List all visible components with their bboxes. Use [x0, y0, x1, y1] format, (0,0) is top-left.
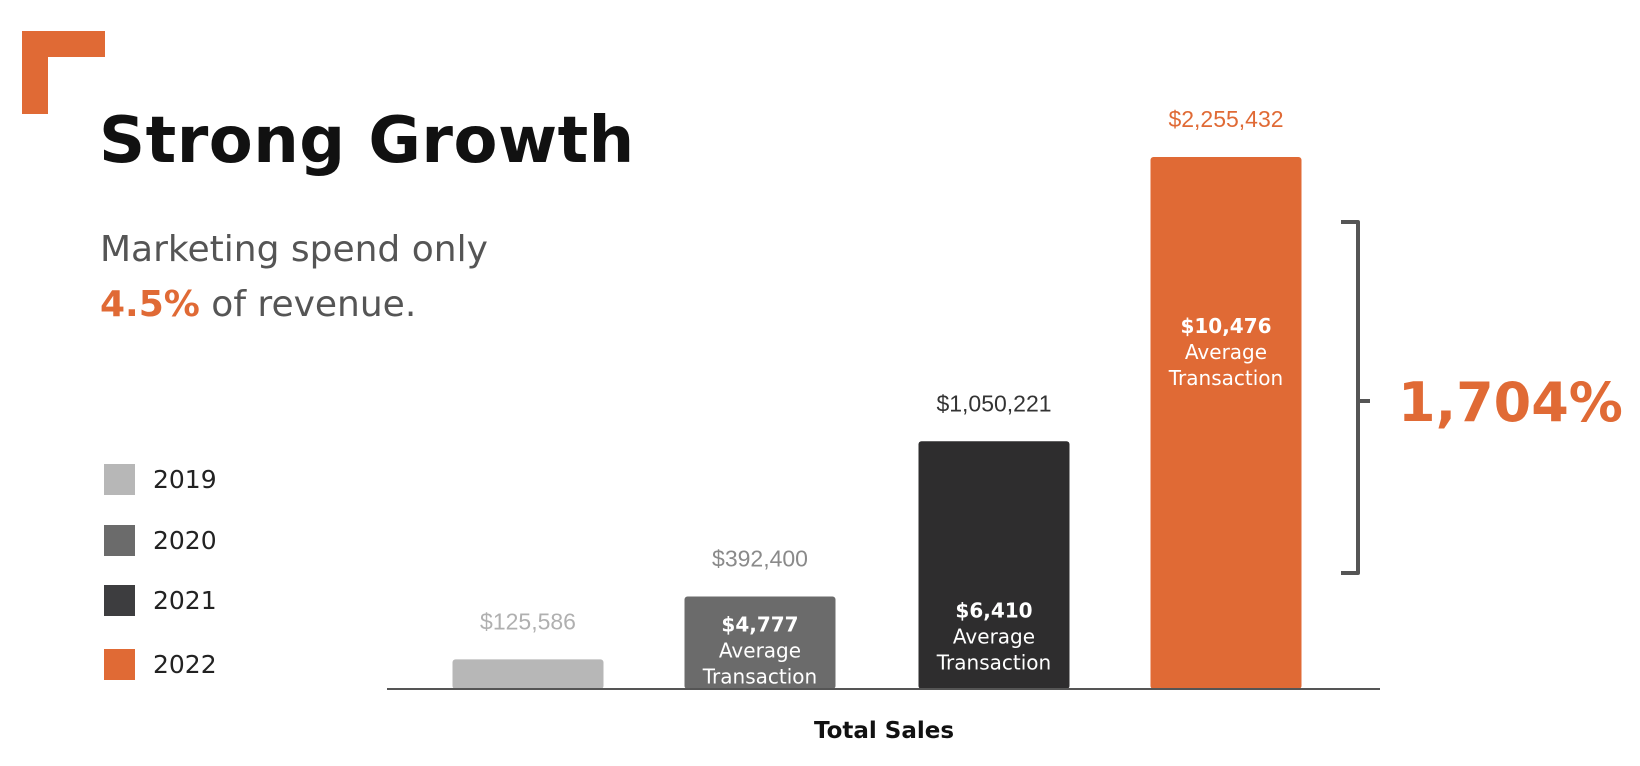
bar-2019 — [452, 659, 604, 689]
avg-transaction-label-line2-2020: Transaction — [702, 664, 817, 688]
legend-label-2022: 2022 — [153, 650, 217, 679]
legend-swatch-2022 — [104, 649, 135, 680]
x-axis-label: Total Sales — [814, 718, 954, 744]
value-label-2022: $2,255,432 — [1168, 106, 1283, 132]
legend-label-2021: 2021 — [153, 586, 217, 615]
subtitle: Marketing spend only 4.5% of revenue. — [100, 222, 488, 332]
slide-title: Strong Growth — [99, 104, 635, 178]
legend-swatch-2020 — [104, 525, 135, 556]
bar-2022 — [1150, 157, 1302, 689]
subtitle-highlight-percent: 4.5% — [100, 284, 200, 325]
corner-accent-shape — [22, 31, 105, 114]
avg-transaction-label-line1-2020: Average — [719, 638, 801, 662]
value-label-2020: $392,400 — [712, 545, 808, 571]
avg-transaction-value-2020: $4,777 — [721, 612, 798, 636]
value-label-2021: $1,050,221 — [936, 390, 1051, 416]
subtitle-line-2-rest: of revenue. — [199, 284, 417, 325]
avg-transaction-label-line2-2021: Transaction — [936, 650, 1051, 674]
avg-transaction-label-line2-2022: Transaction — [1168, 366, 1283, 390]
legend-label-2020: 2020 — [153, 526, 217, 555]
avg-transaction-label-line1-2021: Average — [953, 624, 1035, 648]
growth-bracket — [1341, 220, 1370, 575]
subtitle-line-2: 4.5% of revenue. — [100, 277, 488, 332]
growth-percentage-label: 1,704% — [1398, 371, 1623, 434]
avg-transaction-label-line1-2022: Average — [1185, 340, 1267, 364]
legend-swatch-2021 — [104, 585, 135, 616]
value-label-2019: $125,586 — [480, 608, 576, 634]
avg-transaction-value-2022: $10,476 — [1180, 314, 1271, 338]
legend-item-2020: 2020 — [104, 525, 217, 556]
bar-2020 — [684, 596, 836, 689]
subtitle-line-1: Marketing spend only — [100, 229, 488, 270]
legend-label-2019: 2019 — [153, 465, 217, 494]
legend-item-2021: 2021 — [104, 585, 217, 616]
bar-2021 — [918, 441, 1070, 689]
legend-item-2022: 2022 — [104, 649, 217, 680]
avg-transaction-value-2021: $6,410 — [955, 598, 1032, 622]
legend-item-2019: 2019 — [104, 464, 217, 495]
legend-swatch-2019 — [104, 464, 135, 495]
